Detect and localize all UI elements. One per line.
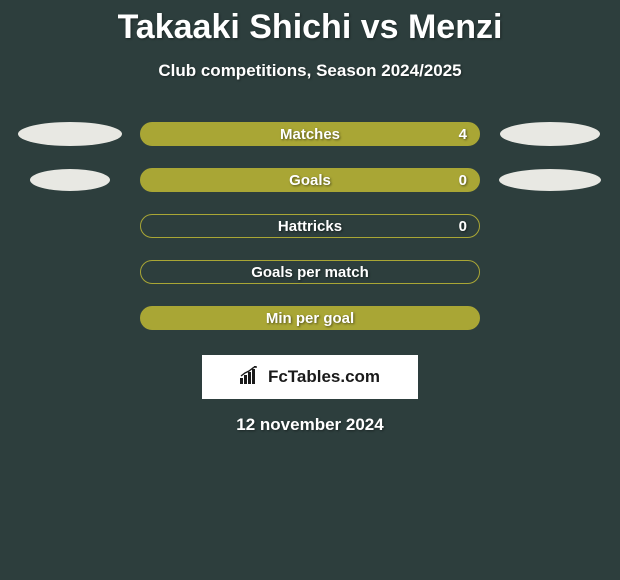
stat-row: Goals per match [0,249,620,295]
comparison-chart: Matches 4 Goals 0 Hattricks 0 [0,111,620,341]
stat-bar-matches: Matches 4 [140,122,480,146]
player2-marker-icon [500,122,600,146]
page-subtitle: Club competitions, Season 2024/2025 [0,61,620,81]
stat-label: Min per goal [266,310,354,327]
player1-marker-icon [30,169,110,191]
stat-row: Goals 0 [0,157,620,203]
stat-row: Hattricks 0 [0,203,620,249]
left-side [10,122,130,146]
bar-chart-icon [240,366,262,389]
stat-label: Goals per match [251,264,369,281]
source-logo: FcTables.com [202,355,418,399]
player2-marker-icon [499,169,601,191]
right-side [490,122,610,146]
stat-bar-goals-per-match: Goals per match [140,260,480,284]
left-side [10,169,130,191]
player1-marker-icon [18,122,122,146]
stat-bar-min-per-goal: Min per goal [140,306,480,330]
stat-label: Matches [280,126,340,143]
stat-bar-hattricks: Hattricks 0 [140,214,480,238]
right-side [490,169,610,191]
stat-right-value: 0 [459,218,467,235]
stat-label: Goals [289,172,331,189]
stat-row: Matches 4 [0,111,620,157]
stat-row: Min per goal [0,295,620,341]
page-title: Takaaki Shichi vs Menzi [0,0,620,47]
stat-label: Hattricks [278,218,342,235]
stat-right-value: 4 [459,126,467,143]
stat-bar-goals: Goals 0 [140,168,480,192]
stat-right-value: 0 [459,172,467,189]
logo-text: FcTables.com [268,367,380,387]
snapshot-date: 12 november 2024 [0,415,620,435]
